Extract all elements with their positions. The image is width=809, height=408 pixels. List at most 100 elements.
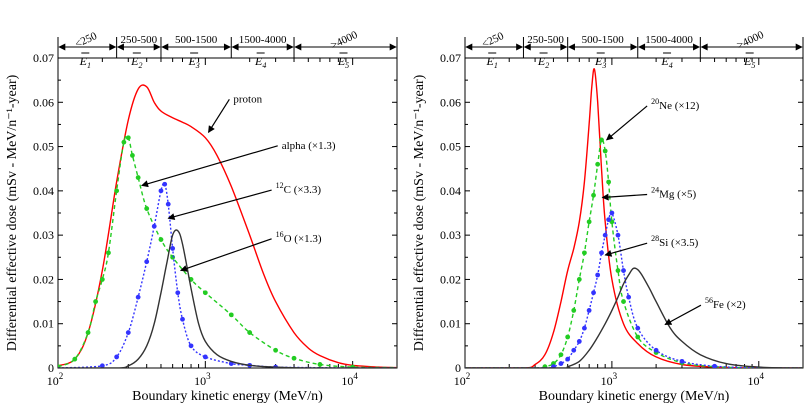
- data-point-12C: [180, 316, 185, 322]
- data-point-28Si: [571, 347, 577, 353]
- y-tick-label: 0.05: [440, 140, 461, 154]
- range-label: >4000: [329, 29, 360, 52]
- series-line-24Mg: [465, 138, 803, 368]
- data-point-24Mg: [621, 299, 626, 304]
- x-axis-title: Boundary kinetic energy (MeV/n): [539, 389, 730, 404]
- y-tick-label: 0.03: [33, 228, 54, 242]
- series-proton: [58, 84, 397, 368]
- annotation-arrow-alpha: [141, 145, 278, 188]
- data-point-alpha: [291, 355, 297, 361]
- range-label: 500-1500: [582, 34, 625, 46]
- x-tick-label: 102: [47, 371, 64, 388]
- data-point-24Mg: [558, 352, 564, 358]
- data-point-24Mg: [542, 364, 548, 368]
- annotation-12C: 12C (×3.3): [276, 181, 322, 196]
- data-point-alpha: [158, 237, 164, 242]
- data-point-alpha: [85, 330, 91, 335]
- annotation-24Mg: 24Mg (×5): [651, 186, 696, 201]
- data-point-28Si: [582, 325, 587, 331]
- series-line-proton: [58, 84, 397, 368]
- data-point-28Si: [558, 361, 564, 366]
- range-label: 250-500: [527, 34, 564, 46]
- y-tick-label: 0.02: [440, 272, 461, 286]
- band-label: E2: [130, 54, 142, 70]
- data-point-12C: [114, 354, 120, 360]
- data-point-alpha: [125, 135, 131, 141]
- data-point-alpha: [247, 330, 253, 335]
- data-point-12C: [99, 363, 105, 368]
- annotation-28Si: 28Si (×3.5): [651, 234, 699, 249]
- range-label: 250-500: [120, 34, 157, 46]
- data-point-28Si: [653, 347, 659, 353]
- series-12C: [58, 181, 397, 368]
- plot-frame: [464, 57, 804, 369]
- data-point-28Si: [602, 232, 608, 238]
- plot-frame: [57, 57, 398, 369]
- data-point-24Mg: [576, 277, 582, 282]
- series-alpha: [58, 135, 397, 368]
- chart-panel-left: 0 0.01 0.02 0.03 0.04 0.05 0.06 0.07 102 103 104 Bo…: [5, 29, 398, 404]
- data-point-28Si: [551, 364, 556, 368]
- range-label: >4000: [735, 29, 766, 52]
- data-point-28Si: [679, 358, 685, 364]
- series-line-16O: [58, 229, 397, 368]
- annotation-arrow-56Fe: [664, 304, 702, 326]
- data-point-12C: [158, 188, 164, 194]
- data-point-alpha: [228, 312, 234, 318]
- annotation-arrow-20Ne: [606, 105, 648, 141]
- series-20Ne: [465, 68, 803, 368]
- data-point-alpha: [144, 206, 150, 211]
- annotation-56Fe: 56Fe (×2): [705, 296, 746, 311]
- data-point-alpha: [170, 254, 176, 260]
- data-point-alpha: [130, 153, 135, 158]
- x-tick-label: 103: [601, 371, 618, 388]
- annotation-alpha: alpha (×1.3): [282, 140, 336, 152]
- data-point-28Si: [621, 268, 626, 273]
- series-24Mg: [465, 137, 803, 368]
- series-16O: [58, 229, 397, 368]
- y-tick-label: 0.04: [440, 184, 461, 198]
- series-28Si: [465, 210, 803, 368]
- data-point-28Si: [565, 356, 571, 362]
- data-point-alpha: [99, 277, 105, 282]
- data-point-28Si: [586, 308, 592, 313]
- band-label: E3: [594, 54, 606, 70]
- annotation-arrow-proton: [207, 98, 230, 133]
- y-axis-title: Differential effective dose (mSv - MeV/n…: [5, 74, 20, 351]
- y-tick-label: 0.07: [33, 51, 54, 65]
- x-tick-label: 104: [341, 371, 358, 388]
- data-point-12C: [165, 201, 171, 207]
- data-point-28Si: [591, 290, 596, 296]
- data-point-alpha: [350, 364, 356, 368]
- data-point-12C: [162, 181, 168, 187]
- series-line-12C: [58, 182, 397, 368]
- data-point-12C: [135, 294, 141, 300]
- data-point-alpha: [135, 175, 141, 180]
- y-axis-title: Differential effective dose (mSv - MeV/n…: [412, 74, 427, 351]
- band-label: E5: [337, 54, 349, 70]
- band-label: E4: [254, 54, 266, 70]
- x-tick-label: 102: [454, 371, 471, 388]
- y-tick-label: 0.01: [440, 317, 461, 331]
- data-point-12C: [188, 343, 194, 349]
- data-point-28Si: [712, 363, 717, 368]
- data-point-24Mg: [565, 334, 571, 340]
- data-point-24Mg: [591, 192, 596, 198]
- data-point-12C: [175, 290, 181, 296]
- data-point-12C: [144, 259, 150, 265]
- annotation-proton: proton: [233, 93, 262, 105]
- y-tick-label: 0: [48, 361, 54, 375]
- data-point-28Si: [626, 294, 632, 300]
- x-tick-label: 103: [194, 371, 211, 388]
- data-point-24Mg: [586, 219, 592, 225]
- annotation-arrow-28Si: [604, 242, 648, 257]
- data-point-24Mg: [606, 179, 612, 185]
- data-point-28Si: [595, 272, 601, 278]
- x-axis-title: Boundary kinetic energy (MeV/n): [132, 389, 323, 404]
- band-label: E3: [187, 54, 199, 70]
- x-tick-label: 104: [748, 371, 765, 388]
- data-point-24Mg: [635, 334, 641, 340]
- y-tick-label: 0.03: [440, 228, 461, 242]
- series-56Fe: [465, 267, 803, 368]
